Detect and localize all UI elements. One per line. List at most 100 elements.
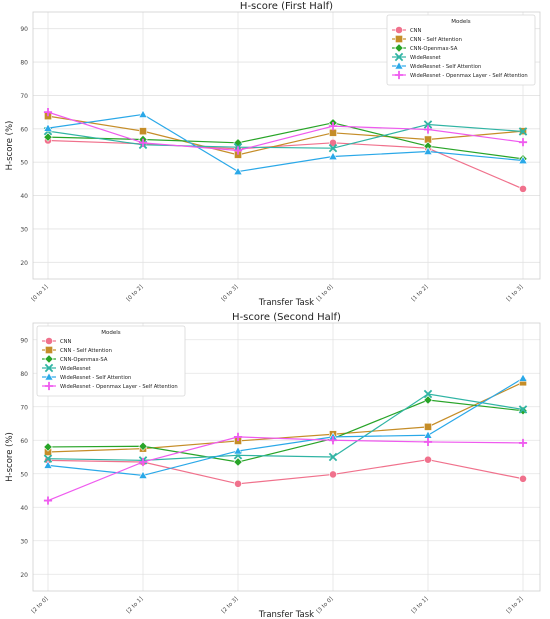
second-half-y-tick-label: 80 (20, 371, 28, 378)
second-half-series-line (47, 381, 524, 453)
first-half-data-point (138, 109, 148, 118)
second-half-legend-marker (44, 363, 54, 373)
second-half-data-point (328, 452, 338, 462)
first-half-legend-marker (394, 70, 404, 80)
first-half-legend-label: WideResnet - Openmax Layer - Self Attent… (410, 73, 528, 79)
first-half-data-point (423, 120, 433, 129)
first-half-legend-label: CNN-Openmax-SA (410, 46, 458, 52)
second-half-data-point (138, 457, 148, 467)
second-half-y-tick-label: 90 (20, 337, 28, 344)
first-half-data-point (328, 122, 338, 131)
first-half-data-point (423, 146, 433, 155)
second-half-series-line (47, 459, 524, 485)
first-half-data-point (518, 127, 528, 136)
second-half-data-point (233, 457, 243, 467)
second-half-data-point (518, 405, 528, 414)
first-half-legend-box (386, 14, 536, 86)
second-half-data-point (424, 455, 432, 464)
first-half-data-point (233, 166, 243, 175)
first-half-x-axis-label: Transfer Task (258, 298, 314, 308)
second-half-data-point (329, 470, 337, 479)
first-half-legend-title: Models (451, 19, 471, 25)
second-half-x-tick-label: [2 to 3] (221, 596, 240, 615)
second-half-data-point (424, 422, 432, 431)
first-half-x-tick-label: [0 to 2] (126, 284, 145, 303)
second-half-data-point (423, 395, 433, 405)
second-half-x-tick-label: [2 to 0] (31, 596, 50, 615)
first-half-plot-frame (32, 11, 541, 280)
first-half-data-point (43, 108, 53, 117)
first-half-data-point (518, 155, 528, 164)
second-half-series-6 (43, 432, 528, 505)
first-half-data-point (233, 146, 243, 155)
first-half-series-line (47, 122, 524, 160)
first-half-x-tick-label: [1 to 0] (316, 284, 335, 303)
second-half-legend-label: WideResnet - Self Attention (60, 375, 131, 381)
second-half-data-point (519, 474, 527, 483)
second-half-y-axis-label: H-score (%) (5, 432, 15, 482)
second-half-legend-marker (44, 354, 54, 364)
second-half-chart-title: H-score (Second Half) (232, 312, 341, 323)
second-half-legend-label: CNN-Openmax-SA (60, 357, 108, 363)
second-half-plot-frame (32, 322, 541, 592)
first-half-series-line (47, 115, 524, 156)
first-half-y-tick-label: 20 (20, 260, 28, 267)
second-half-legend-marker (44, 381, 54, 391)
second-half-data-point (138, 470, 148, 479)
second-half-x-axis-label: Transfer Task (258, 610, 314, 619)
first-half-legend-label: CNN - Self Attention (410, 37, 462, 43)
first-half-y-tick-label: 70 (20, 93, 28, 100)
first-half-data-point (519, 184, 527, 193)
first-half-data-point (43, 123, 53, 132)
second-half-y-tick-label: 70 (20, 404, 28, 411)
first-half-data-point (138, 138, 148, 147)
second-half-legend: Models CNN CNN - Self Attention CNN-Openmax… (36, 325, 186, 397)
second-half-legend-label: WideResnet - Openmax Layer - Self Attent… (60, 384, 178, 390)
first-half-x-tick-label: [1 to 3] (506, 284, 525, 303)
first-half-x-tick-label: [0 to 1] (31, 284, 50, 303)
second-half-legend-box (36, 325, 186, 397)
second-half-data-point (138, 441, 148, 451)
second-half-x-tick-label: [3 to 0] (316, 596, 335, 615)
first-half-y-tick-label: 40 (20, 193, 28, 200)
first-half-chart-title: H-score (First Half) (240, 1, 333, 12)
first-half-series-6 (43, 108, 528, 155)
second-half-data-point (43, 460, 53, 469)
first-half-legend-label: WideResnet - Self Attention (410, 64, 481, 70)
second-half-legend-label: CNN (60, 339, 72, 345)
second-half-series-line (47, 399, 524, 463)
first-half-y-tick-label: 50 (20, 160, 28, 167)
second-half-legend-title: Models (101, 330, 121, 336)
second-half-data-point (328, 436, 338, 445)
second-half-legend-marker (44, 372, 54, 381)
second-half-data-point (43, 496, 53, 505)
second-half-y-tick-label: 20 (20, 572, 28, 579)
first-half-chart: 20 30 40 50 60 70 80 90 [0 to 1] [0 to 2] [0 to 3]… (5, 1, 541, 308)
first-half-data-point (139, 127, 147, 136)
first-half-data-point (329, 138, 337, 147)
first-half-y-axis-label: H-score (%) (5, 121, 15, 171)
first-half-y-tick-label: 90 (20, 26, 28, 33)
second-half-data-point (423, 437, 433, 447)
first-half-legend-marker (394, 61, 404, 70)
second-half-data-point (233, 446, 243, 455)
second-half-y-tick-label: 40 (20, 505, 28, 512)
first-half-legend-label: WideResnet (410, 55, 441, 61)
second-half-legend-marker (45, 337, 53, 345)
first-half-legend-marker (395, 26, 403, 34)
first-half-x-tick-label: [0 to 3] (221, 284, 240, 303)
second-half-data-point (233, 432, 243, 441)
first-half-series-5 (43, 109, 528, 175)
second-half-x-tick-label: [2 to 1] (126, 596, 145, 615)
first-half-series-line (47, 113, 524, 173)
first-half-legend-label: CNN (410, 28, 422, 34)
second-half-data-point (43, 454, 53, 463)
second-half-x-tick-label: [3 to 2] (506, 596, 525, 615)
second-half-y-tick-label: 60 (20, 438, 28, 445)
second-half-x-tick-label: [3 to 1] (411, 596, 430, 615)
second-half-data-point (423, 389, 433, 399)
second-half-data-point (43, 442, 53, 452)
second-half-series-line (47, 436, 524, 502)
second-half-legend-label: WideResnet (60, 366, 91, 372)
